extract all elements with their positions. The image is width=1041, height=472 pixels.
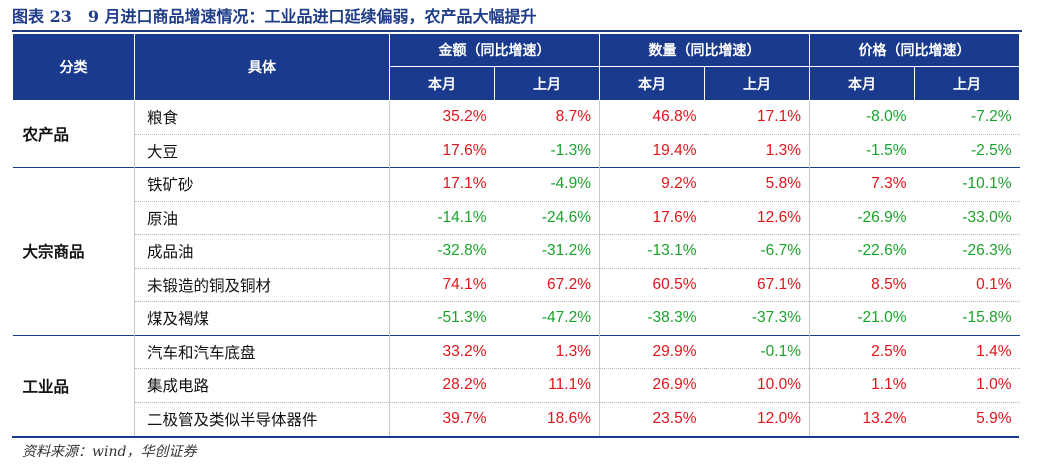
item-label: 汽车和汽车底盘 xyxy=(134,334,390,369)
value-cell: -31.2% xyxy=(494,234,600,269)
item-label: 粮食 xyxy=(134,100,390,135)
value-cell: -37.3% xyxy=(704,301,810,335)
category-label: 农产品 xyxy=(12,100,135,168)
header-group-quantity: 数量（同比增速） xyxy=(599,33,810,67)
value-cell: 39.7% xyxy=(442,410,487,427)
value-cell: -1.5% xyxy=(866,141,907,159)
value-cell: -22.6% xyxy=(809,234,915,269)
value-cell: 67.1% xyxy=(704,268,810,302)
value-cell: 19.4% xyxy=(652,141,697,159)
title-rule xyxy=(12,30,1022,32)
value-cell: 17.6% xyxy=(599,201,705,235)
header-group-price: 价格（同比增速） xyxy=(809,33,1020,67)
value-cell: 17.6% xyxy=(442,141,487,159)
header-sub-previous: 上月 xyxy=(494,66,600,101)
value-cell: 1.3% xyxy=(494,334,600,369)
value-cell: 1.0% xyxy=(914,368,1020,403)
value-cell: 60.5% xyxy=(599,268,705,302)
value-cell: 1.4% xyxy=(914,334,1020,369)
table-bottom-rule xyxy=(12,436,1019,438)
value-cell: -6.7% xyxy=(704,234,810,269)
figure-title: 图表 23 9 月进口商品增速情况：工业品进口延续偏弱，农产品大幅提升 xyxy=(12,7,537,26)
value-cell: 29.9% xyxy=(599,334,705,369)
item-label: 未锻造的铜及铜材 xyxy=(134,268,390,302)
item-label: 大豆 xyxy=(134,134,390,168)
value-cell: 5.8% xyxy=(704,167,810,202)
value-cell: 1.3% xyxy=(704,134,810,168)
table-row: 成品油 -32.8% -31.2% -13.1% -6.7% -22.6% -26.3% xyxy=(13,234,1020,269)
value-cell: 17.1% xyxy=(389,167,495,202)
value-cell: -26.9% xyxy=(809,201,915,235)
value-cell: 8.5% xyxy=(809,268,915,302)
table-row: 农产品 粮食 35.2% 8.7% 46.8% 17.1% -8.0% -7.2% xyxy=(12,100,1020,168)
table-row: 未锻造的铜及铜材 74.1% 67.2% 60.5% 67.1% 8.5% 0.1% xyxy=(13,268,1020,302)
value-cell: 23.5% xyxy=(652,410,697,427)
value-cell: 12.0% xyxy=(704,402,810,436)
value-cell: 9.2% xyxy=(599,167,705,202)
import-growth-table: 分类 具体 金额（同比增速） 数量（同比增速） 价格（同比增速） 本月 上月 本… xyxy=(12,33,1020,436)
value-cell: -51.3% xyxy=(437,309,487,327)
value-cell: 67.2% xyxy=(494,268,600,302)
table-row: 煤及褐煤 -51.3% -47.2% -38.3% -37.3% -21.0% -15.8% xyxy=(13,301,1020,335)
value-cell: 5.9% xyxy=(976,410,1012,427)
header-item: 具体 xyxy=(134,33,390,101)
value-cell: -7.2% xyxy=(914,100,1020,135)
value-cell: -10.1% xyxy=(914,167,1020,202)
value-cell: 18.6% xyxy=(494,402,600,436)
value-cell: -38.3% xyxy=(647,309,697,327)
table-row: 集成电路 28.2% 11.1% 26.9% 10.0% 1.1% 1.0% xyxy=(13,368,1020,403)
value-cell: -8.0% xyxy=(809,100,915,135)
value-cell: -15.8% xyxy=(962,309,1012,327)
value-cell: 0.1% xyxy=(914,268,1020,302)
header-category: 分类 xyxy=(12,33,135,101)
item-label: 煤及褐煤 xyxy=(134,301,390,335)
value-cell: -21.0% xyxy=(857,309,907,327)
value-cell: 12.6% xyxy=(704,201,810,235)
value-cell: 35.2% xyxy=(389,100,495,135)
value-cell: -26.3% xyxy=(914,234,1020,269)
header-sub-current: 本月 xyxy=(809,66,915,101)
value-cell: 10.0% xyxy=(704,368,810,403)
value-cell: -33.0% xyxy=(914,201,1020,235)
item-label: 二极管及类似半导体器件 xyxy=(134,402,390,436)
value-cell: 1.1% xyxy=(809,368,915,403)
value-cell: -24.6% xyxy=(494,201,600,235)
value-cell: -14.1% xyxy=(389,201,495,235)
table-row: 工业品 汽车和汽车底盘 33.2% 1.3% 29.9% -0.1% 2.5% 1.4% xyxy=(12,334,1020,436)
value-cell: 8.7% xyxy=(494,100,600,135)
value-cell: -32.8% xyxy=(389,234,495,269)
category-label: 大宗商品 xyxy=(12,167,135,335)
value-cell: -2.5% xyxy=(971,141,1012,159)
source-note: 资料来源：wind，华创证券 xyxy=(22,444,197,460)
header-sub-previous: 上月 xyxy=(704,66,810,101)
table-row: 原油 -14.1% -24.6% 17.6% 12.6% -26.9% -33.0% xyxy=(13,201,1020,235)
value-cell: 11.1% xyxy=(494,368,600,403)
value-cell: 46.8% xyxy=(599,100,705,135)
table-row: 二极管及类似半导体器件 39.7% 18.6% 23.5% 12.0% 13.2% 5.9% xyxy=(13,402,1020,436)
value-cell: 17.1% xyxy=(704,100,810,135)
item-label: 原油 xyxy=(134,201,390,235)
value-cell: 28.2% xyxy=(389,368,495,403)
value-cell: 33.2% xyxy=(389,334,495,369)
item-label: 铁矿砂 xyxy=(134,167,390,202)
value-cell: 7.3% xyxy=(809,167,915,202)
value-cell: -47.2% xyxy=(494,301,600,335)
value-cell: -4.9% xyxy=(494,167,600,202)
header-sub-current: 本月 xyxy=(389,66,495,101)
value-cell: 74.1% xyxy=(389,268,495,302)
table-row: 大豆 17.6% -1.3% 19.4% 1.3% -1.5% -2.5% xyxy=(13,134,1020,168)
header-sub-previous: 上月 xyxy=(914,66,1020,101)
value-cell: 26.9% xyxy=(599,368,705,403)
category-label: 工业品 xyxy=(12,334,135,436)
item-label: 集成电路 xyxy=(134,368,390,403)
value-cell: -0.1% xyxy=(704,334,810,369)
table-row: 大宗商品 铁矿砂 17.1% -4.9% 9.2% 5.8% 7.3% -10.1% xyxy=(12,167,1020,335)
header-sub-current: 本月 xyxy=(599,66,705,101)
item-label: 成品油 xyxy=(134,234,390,269)
value-cell: -13.1% xyxy=(599,234,705,269)
value-cell: 2.5% xyxy=(809,334,915,369)
value-cell: 13.2% xyxy=(862,410,907,427)
header-group-amount: 金额（同比增速） xyxy=(389,33,600,67)
value-cell: -1.3% xyxy=(494,134,600,168)
